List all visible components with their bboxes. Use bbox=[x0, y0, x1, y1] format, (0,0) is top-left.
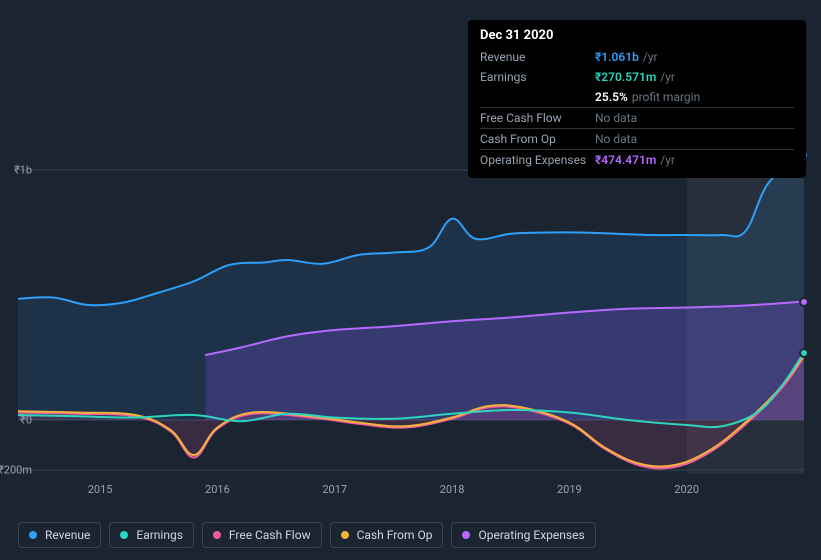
legend-dot bbox=[341, 531, 349, 539]
tooltip-value: No data bbox=[595, 111, 637, 125]
tooltip-row: Earnings₹270.571m/yr bbox=[480, 67, 794, 87]
tooltip-date: Dec 31 2020 bbox=[480, 28, 794, 47]
tooltip-value: 25.5%profit margin bbox=[595, 90, 700, 104]
legend-label: Earnings bbox=[136, 528, 183, 542]
legend: Revenue Earnings Free Cash Flow Cash From O… bbox=[18, 522, 596, 548]
legend-label: Revenue bbox=[45, 528, 90, 542]
tooltip-label: Revenue bbox=[480, 50, 595, 64]
legend-item-cash-from-op[interactable]: Cash From Op bbox=[330, 522, 444, 548]
tooltip-label: Operating Expenses bbox=[480, 153, 595, 167]
x-axis-label: 2016 bbox=[205, 483, 230, 496]
legend-label: Cash From Op bbox=[357, 528, 433, 542]
legend-label: Operating Expenses bbox=[478, 528, 584, 542]
y-axis-label: ₹0 bbox=[20, 414, 32, 427]
legend-dot bbox=[29, 531, 37, 539]
series-end-dot bbox=[799, 348, 809, 358]
series-end-dot bbox=[799, 297, 809, 307]
legend-dot bbox=[213, 531, 221, 539]
tooltip-row: Operating Expenses₹474.471m/yr bbox=[480, 149, 794, 170]
tooltip-row: Free Cash FlowNo data bbox=[480, 107, 794, 128]
tooltip-label: Earnings bbox=[480, 70, 595, 84]
tooltip-value: No data bbox=[595, 132, 637, 146]
legend-item-earnings[interactable]: Earnings bbox=[109, 522, 194, 548]
tooltip-label: Free Cash Flow bbox=[480, 111, 595, 125]
x-axis-label: 2020 bbox=[674, 483, 699, 496]
financials-chart[interactable]: ₹1b₹0-₹200m bbox=[18, 150, 804, 480]
x-axis-label: 2018 bbox=[440, 483, 465, 496]
y-axis-label: ₹1b bbox=[14, 164, 32, 177]
legend-label: Free Cash Flow bbox=[229, 528, 311, 542]
legend-item-free-cash-flow[interactable]: Free Cash Flow bbox=[202, 522, 322, 548]
tooltip-row: Cash From OpNo data bbox=[480, 128, 794, 149]
y-axis-label: -₹200m bbox=[0, 464, 32, 477]
tooltip-label bbox=[480, 90, 595, 104]
tooltip-label: Cash From Op bbox=[480, 132, 595, 146]
legend-dot bbox=[120, 531, 128, 539]
tooltip-row: Revenue₹1.061b/yr bbox=[480, 47, 794, 67]
legend-item-revenue[interactable]: Revenue bbox=[18, 522, 101, 548]
tooltip-row: 25.5%profit margin bbox=[480, 87, 794, 107]
x-axis-label: 2019 bbox=[557, 483, 582, 496]
chart-tooltip: Dec 31 2020 Revenue₹1.061b/yrEarnings₹27… bbox=[468, 20, 806, 178]
legend-item-operating-expenses[interactable]: Operating Expenses bbox=[451, 522, 595, 548]
tooltip-value: ₹1.061b/yr bbox=[595, 50, 658, 64]
x-axis-label: 2015 bbox=[88, 483, 113, 496]
x-axis-label: 2017 bbox=[322, 483, 347, 496]
legend-dot bbox=[462, 531, 470, 539]
tooltip-value: ₹474.471m/yr bbox=[595, 153, 675, 167]
tooltip-value: ₹270.571m/yr bbox=[595, 70, 675, 84]
